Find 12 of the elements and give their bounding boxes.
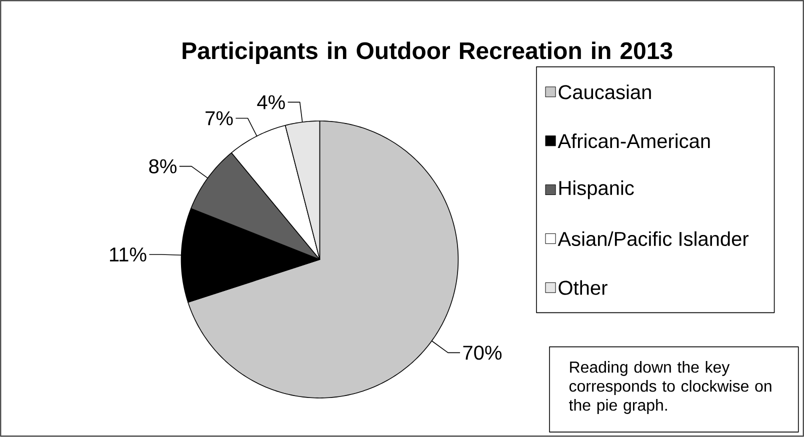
data-label: 8% [149, 159, 176, 174]
data-label: 7% [206, 111, 233, 126]
legend-label: African-American [558, 134, 710, 148]
data-label: 70% [463, 346, 502, 360]
data-label: 4% [257, 95, 285, 110]
legend-label: Asian/Pacific Islander [558, 231, 749, 246]
legend-label: Hispanic [559, 180, 634, 200]
data-label: 11% [110, 248, 146, 262]
legend-label: Caucasian [558, 84, 651, 100]
text: Reading down the key corresponds to clockwise on the pie graph. [569, 361, 772, 414]
legend-label: Other [558, 280, 608, 296]
chart-title: Participants in Outdoor Recreation in 2013 [182, 42, 672, 64]
